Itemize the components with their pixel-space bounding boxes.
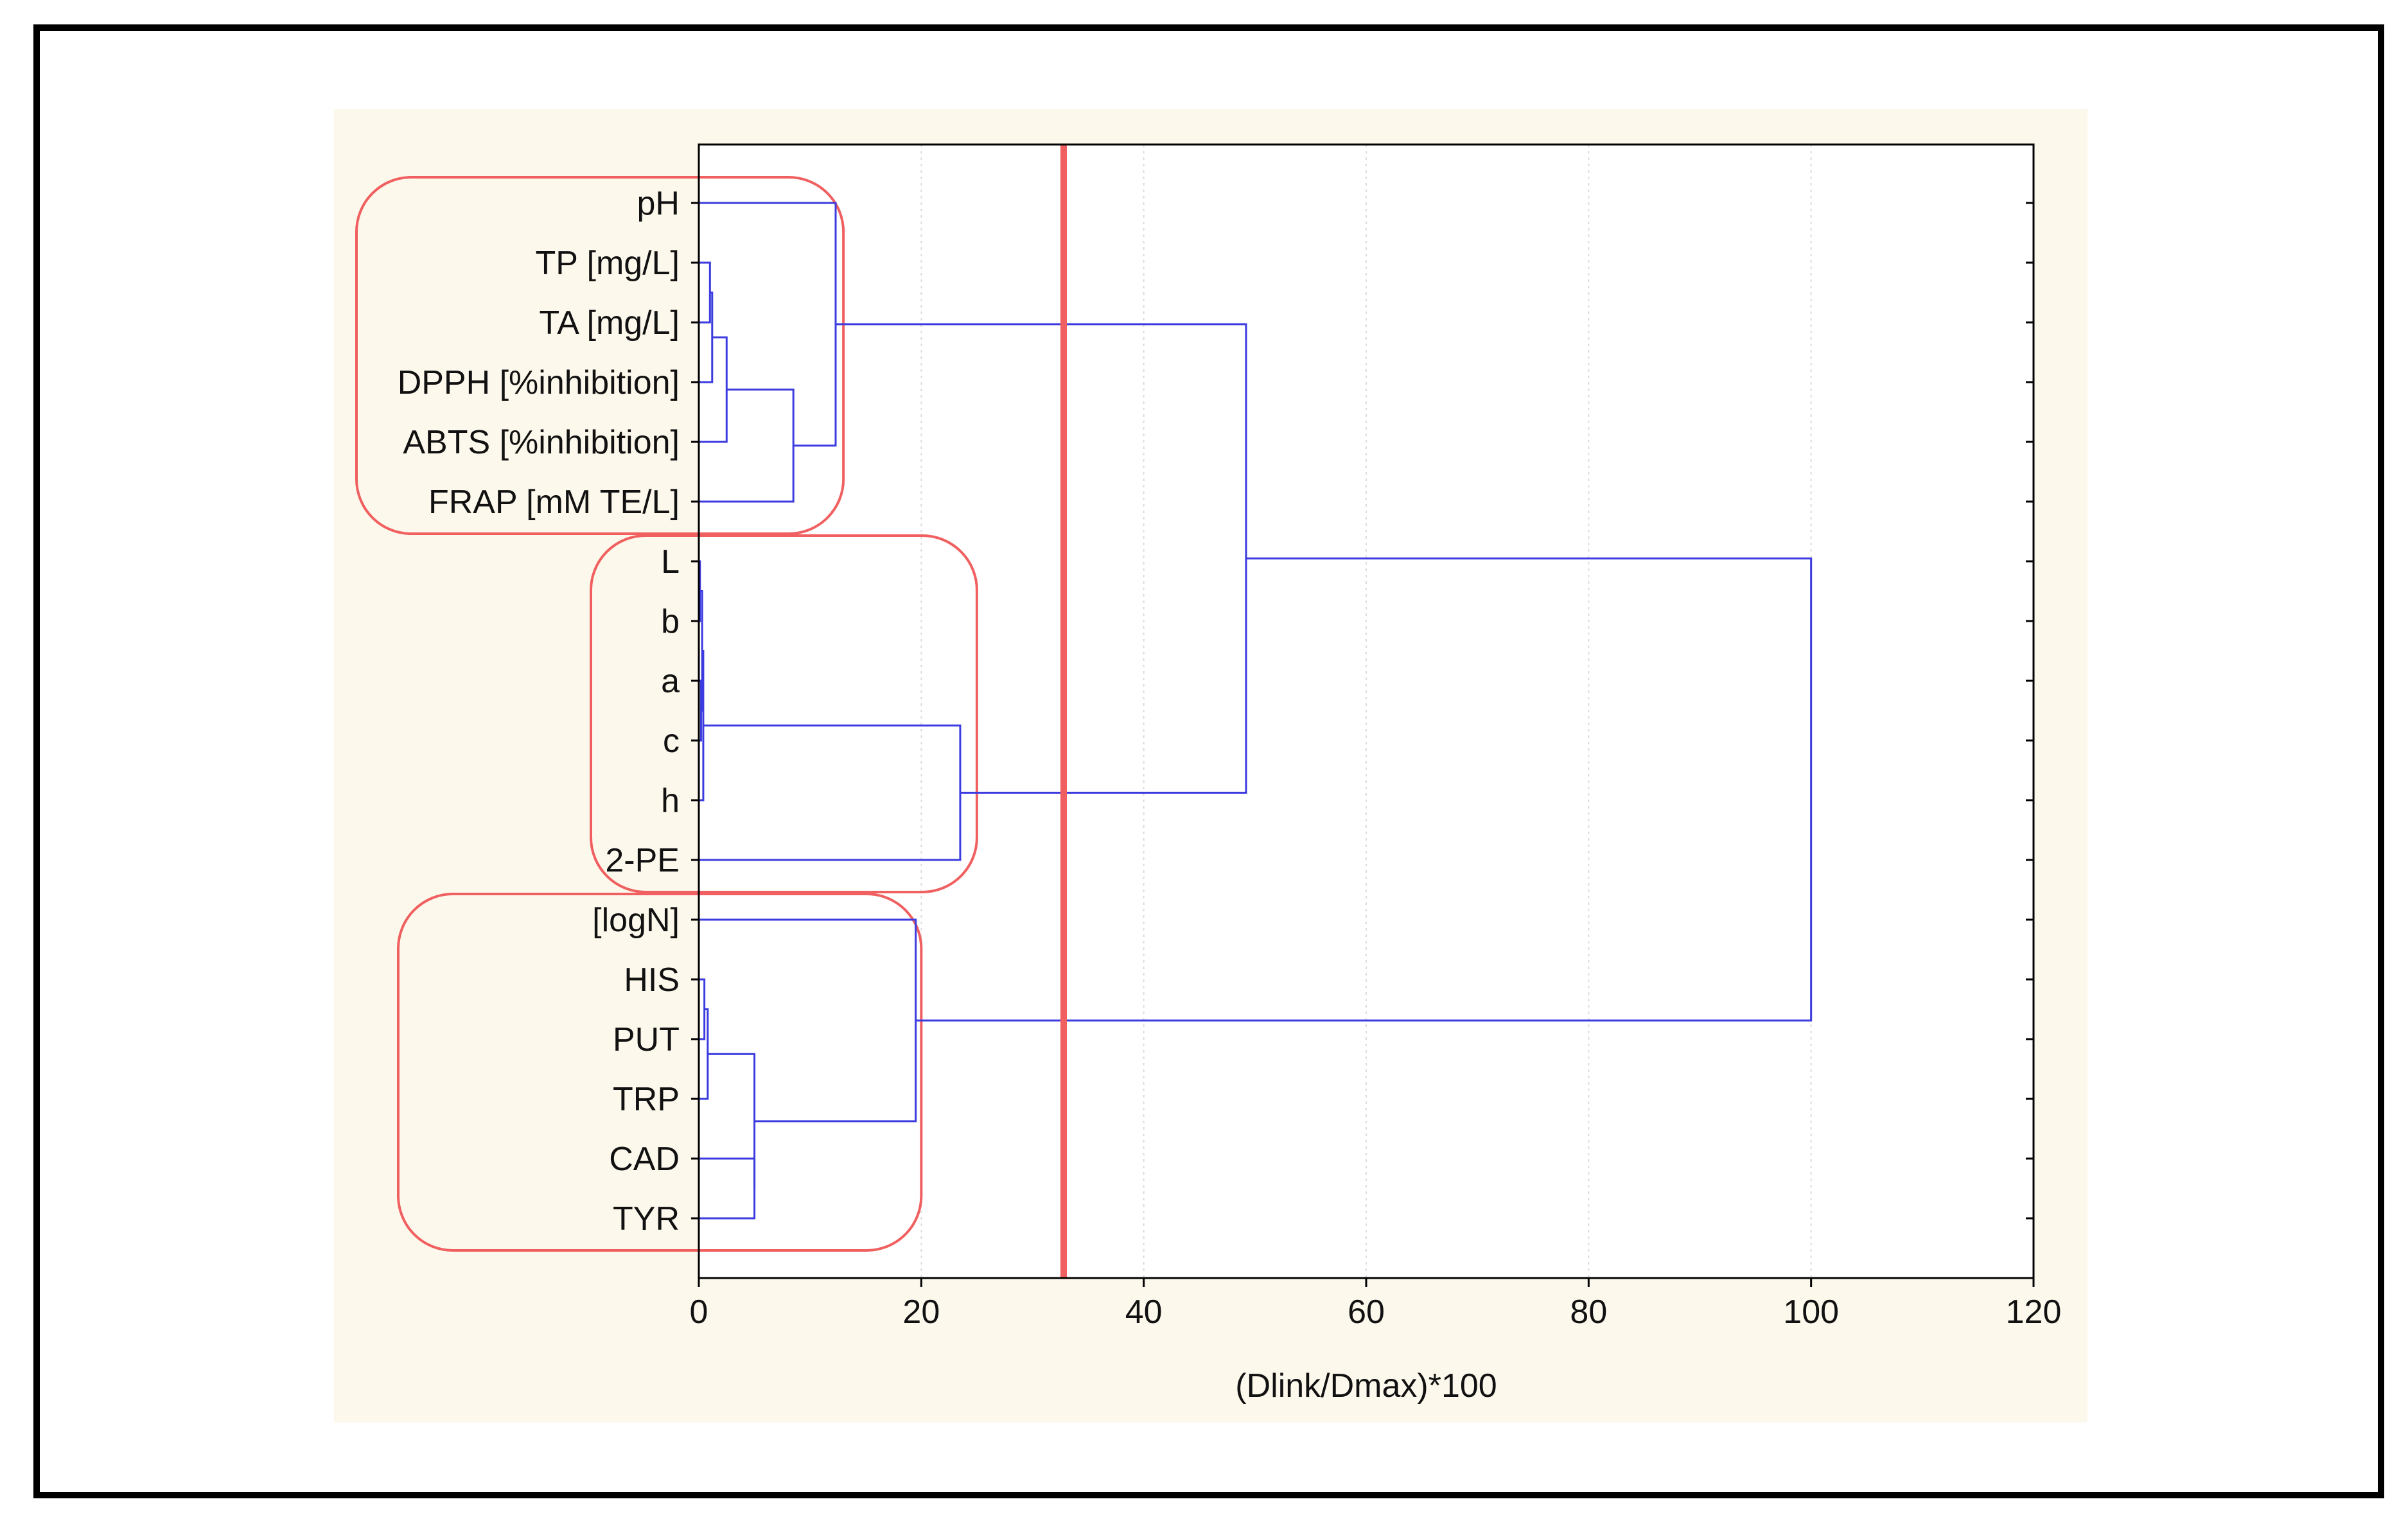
leaf-label-6: L [661, 543, 680, 581]
x-tick-labels: 0 20 40 60 80 100 120 [690, 1293, 2062, 1331]
x-tick-label-60: 60 [1348, 1293, 1385, 1331]
axis-ticks [691, 202, 2035, 1287]
leaf-label-14: PUT [613, 1021, 680, 1058]
leaf-label-0: pH [637, 185, 680, 222]
x-tick-label-0: 0 [690, 1293, 708, 1331]
branch-m15 [707, 1053, 756, 1189]
x-tick-label-20: 20 [902, 1293, 940, 1331]
x-tick-label-120: 120 [2006, 1293, 2062, 1331]
leaf-label-7: b [661, 603, 680, 640]
leaf-label-4: ABTS [%inhibition] [403, 424, 680, 461]
branch-m13 [699, 1008, 709, 1100]
leaf-label-16: CAD [609, 1141, 680, 1178]
leaf-label-2: TA [mg/L] [539, 304, 680, 342]
leaf-label-10: h [661, 782, 680, 819]
branch-m8 [699, 590, 703, 712]
x-tick-label-80: 80 [1570, 1293, 1607, 1331]
leaf-label-8: a [661, 663, 680, 700]
leaf-label-1: TP [mg/L] [536, 245, 680, 282]
leaf-label-5: FRAP [mM TE/L] [428, 484, 680, 521]
x-axis-title: (Dlink/Dmax)*100 [1235, 1367, 1497, 1405]
cluster-boxes [355, 176, 978, 1252]
leaf-label-17: TYR [613, 1200, 680, 1238]
branch-m10 [699, 724, 962, 861]
x-tick-label-100: 100 [1783, 1293, 1839, 1331]
leaf-labels: pH TP [mg/L] TA [mg/L] DPPH [%inhibition] AB… [398, 185, 680, 1238]
cluster-box-1 [355, 176, 845, 535]
leaf-label-9: c [663, 723, 680, 760]
branch-m17 [915, 557, 1813, 1022]
branch-m4 [699, 389, 795, 503]
leaf-label-11: 2-PE [605, 842, 680, 879]
branch-m3 [699, 336, 728, 443]
leaf-label-15: TRP [613, 1081, 680, 1118]
leaf-label-13: HIS [624, 961, 680, 999]
branch-m7 [699, 679, 702, 742]
cluster-box-3 [397, 893, 923, 1252]
leaf-label-3: DPPH [%inhibition] [398, 364, 680, 401]
x-tick-label-40: 40 [1125, 1293, 1163, 1331]
cluster-box-2 [590, 534, 978, 893]
leaf-label-12: [logN] [592, 902, 680, 939]
branch-m5 [699, 202, 837, 447]
